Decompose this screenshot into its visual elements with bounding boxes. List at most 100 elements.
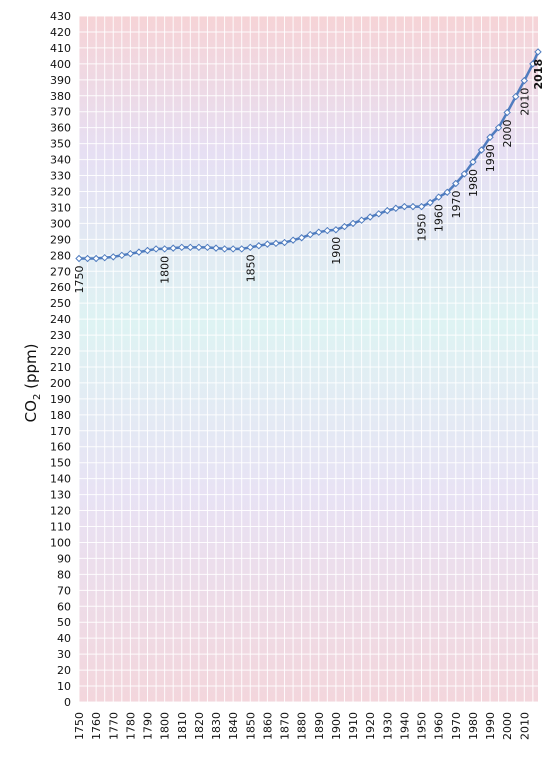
- y-tick-label: 10: [57, 680, 71, 693]
- y-axis-label-main: CO: [22, 400, 40, 422]
- data-point: [306, 230, 314, 239]
- x-tick-label: 1970: [450, 712, 463, 740]
- data-point: [220, 245, 229, 253]
- x-tick-label: 1900: [330, 712, 343, 740]
- y-tick-label: 360: [50, 122, 71, 135]
- y-axis-label: CO2 (ppm): [22, 344, 43, 423]
- annotation-label: 1980: [467, 169, 480, 197]
- grid-lines: [78, 15, 538, 703]
- year-annotations: 1750 1800 1850 1900 1950 1960 1970 1980 1990 2000…: [73, 59, 545, 294]
- data-point: [203, 243, 212, 252]
- data-point: [100, 253, 109, 262]
- data-point: [503, 108, 511, 117]
- x-tick-label: 1780: [124, 712, 137, 740]
- data-point: [160, 245, 169, 253]
- y-tick-label: 320: [50, 185, 71, 198]
- y-tick-label: 340: [50, 154, 71, 167]
- data-point: [152, 245, 160, 253]
- data-point: [143, 246, 152, 255]
- x-tick-label: 1860: [261, 712, 274, 740]
- y-tick-label: 330: [50, 170, 71, 183]
- data-point: [332, 226, 340, 234]
- data-point: [340, 222, 349, 231]
- y-tick-label: 230: [50, 329, 71, 342]
- data-point: [255, 242, 263, 250]
- data-point: [109, 253, 117, 261]
- x-tick-label: 1870: [279, 712, 292, 740]
- y-tick-label: 380: [50, 90, 71, 103]
- plot-background: [79, 16, 538, 702]
- y-tick-label: 240: [50, 313, 71, 326]
- data-point: [195, 243, 203, 252]
- y-axis-label-unit: (ppm): [22, 344, 40, 394]
- data-point: [494, 123, 503, 132]
- y-tick-label: 250: [50, 297, 71, 310]
- data-point: [349, 219, 357, 228]
- annotation-label: 1970: [450, 191, 463, 219]
- data-point: [409, 202, 417, 211]
- y-tick-label: 100: [50, 536, 71, 549]
- y-tick-label: 150: [50, 457, 71, 470]
- x-tick-label: 2010: [518, 712, 531, 740]
- x-tick-label: 1790: [142, 712, 155, 740]
- x-tick-label: 1800: [159, 712, 172, 740]
- x-tick-label: 1840: [227, 712, 240, 740]
- y-tick-label: 290: [50, 233, 71, 246]
- y-tick-label: 370: [50, 106, 71, 119]
- y-tick-label: 220: [50, 345, 71, 358]
- x-tick-label: 1880: [296, 712, 309, 740]
- y-tick-label: 390: [50, 74, 71, 87]
- y-tick-label: 410: [50, 42, 71, 55]
- data-point: [229, 245, 237, 253]
- data-point: [263, 240, 272, 248]
- y-tick-label: 60: [57, 600, 71, 613]
- data-point: [246, 243, 254, 252]
- x-tick-label: 1760: [90, 712, 103, 740]
- x-tick-label: 1820: [193, 712, 206, 740]
- y-tick-label: 70: [57, 584, 71, 597]
- annotation-label: 1950: [416, 214, 429, 242]
- data-point: [400, 202, 409, 211]
- data-point: [434, 193, 443, 201]
- y-axis-label-sub: 2: [32, 394, 43, 400]
- data-point: [392, 204, 400, 212]
- data-point: [452, 179, 460, 188]
- x-tick-label: 1810: [176, 712, 189, 740]
- y-tick-label: 310: [50, 201, 71, 214]
- y-tick-label: 210: [50, 361, 71, 374]
- data-point: [460, 170, 469, 178]
- data-point: [520, 76, 529, 85]
- annotation-label: 2018: [532, 59, 545, 90]
- data-point: [375, 210, 383, 218]
- y-tick-label: 20: [57, 664, 71, 677]
- data-point: [83, 254, 92, 263]
- data-point: [443, 188, 451, 196]
- x-tick-label: 1910: [347, 712, 360, 740]
- y-tick-label: 190: [50, 393, 71, 406]
- annotation-label: 1960: [433, 204, 446, 232]
- x-tick-label: 1940: [398, 712, 411, 740]
- y-tick-label: 120: [50, 505, 71, 518]
- y-tick-label: 270: [50, 265, 71, 278]
- data-point: [512, 92, 520, 101]
- x-tick-label: 1930: [381, 712, 394, 740]
- x-tick-label: 1960: [433, 712, 446, 740]
- x-tick-label: 1950: [416, 712, 429, 740]
- data-point: [92, 254, 100, 263]
- data-point: [357, 216, 366, 224]
- y-tick-label: 180: [50, 409, 71, 422]
- x-tick-labels: 1750 1760 1770 1780 1790 1800 1810 1820 1830 1840…: [73, 712, 531, 740]
- data-point: [118, 251, 126, 260]
- y-tick-label: 80: [57, 568, 71, 581]
- x-tick-label: 1850: [244, 712, 257, 740]
- annotation-label: 1990: [484, 144, 497, 172]
- data-point: [323, 226, 332, 235]
- data-point: [417, 202, 426, 211]
- y-tick-label: 50: [57, 616, 71, 629]
- y-tick-label: 260: [50, 281, 71, 294]
- data-points: [75, 48, 542, 263]
- data-point: [486, 133, 494, 141]
- x-tick-label: 1980: [467, 712, 480, 740]
- y-tick-label: 90: [57, 552, 71, 565]
